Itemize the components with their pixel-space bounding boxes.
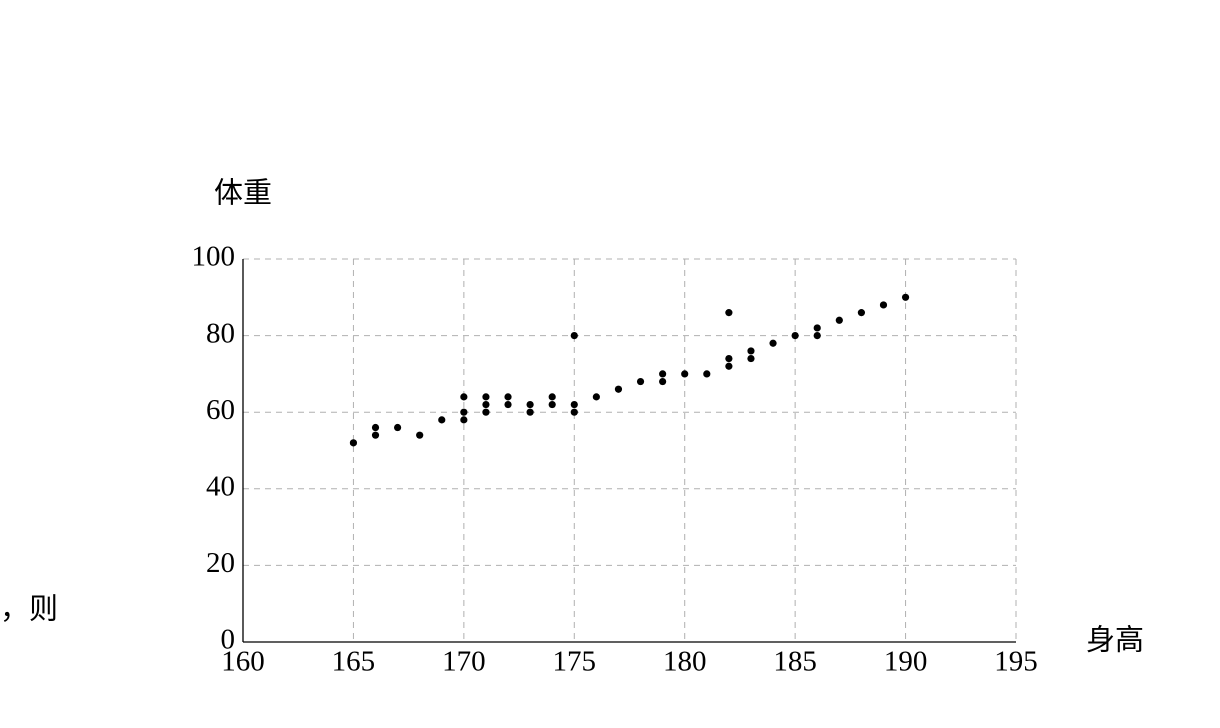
x-tick-label: 190 — [884, 646, 928, 678]
point — [725, 362, 733, 370]
point — [460, 408, 468, 416]
point — [394, 423, 402, 432]
point — [416, 431, 424, 439]
point — [725, 354, 733, 363]
x-tick-label: 180 — [663, 646, 707, 678]
point — [482, 400, 490, 409]
point — [879, 301, 888, 309]
x-tick-label: 195 — [994, 646, 1038, 678]
point — [570, 400, 578, 409]
point — [504, 393, 512, 401]
point — [482, 408, 490, 416]
point — [769, 339, 777, 347]
y-tick-label: 20 — [206, 547, 235, 579]
point — [548, 393, 556, 401]
point — [526, 408, 534, 416]
point — [659, 377, 667, 386]
point — [614, 385, 623, 393]
point — [813, 324, 821, 332]
point — [901, 293, 910, 301]
point — [659, 370, 667, 378]
point — [681, 370, 689, 378]
point — [460, 416, 468, 424]
point — [813, 332, 821, 340]
point — [747, 347, 755, 355]
point — [725, 309, 733, 317]
y-tick-label: 40 — [206, 470, 235, 502]
point — [703, 370, 711, 378]
x-tick-label: 170 — [442, 646, 486, 678]
point — [570, 408, 578, 416]
point — [349, 439, 358, 447]
point — [835, 316, 843, 324]
x-tick-label: 175 — [553, 646, 597, 678]
point — [504, 400, 512, 409]
x-tick-label: 160 — [221, 646, 265, 678]
point — [747, 354, 755, 363]
annotation: ，则 — [0, 593, 58, 626]
y-axis-label: 体重 — [214, 177, 272, 210]
x-axis-label: 身高 — [1086, 624, 1144, 657]
point — [482, 393, 490, 401]
point — [548, 400, 556, 409]
y-tick-label: 100 — [192, 241, 236, 273]
point — [592, 393, 600, 401]
point — [371, 431, 380, 439]
point — [570, 332, 578, 340]
y-tick-label: 60 — [206, 394, 235, 426]
point — [636, 377, 645, 386]
point — [371, 423, 380, 432]
x-tick-label: 165 — [332, 646, 376, 678]
y-tick-label: 0 — [221, 624, 236, 656]
point — [526, 400, 534, 409]
point — [438, 416, 446, 424]
x-tick-label: 185 — [773, 646, 817, 678]
point — [460, 393, 468, 401]
point — [791, 332, 799, 340]
y-tick-label: 80 — [206, 317, 235, 349]
point — [857, 309, 866, 317]
